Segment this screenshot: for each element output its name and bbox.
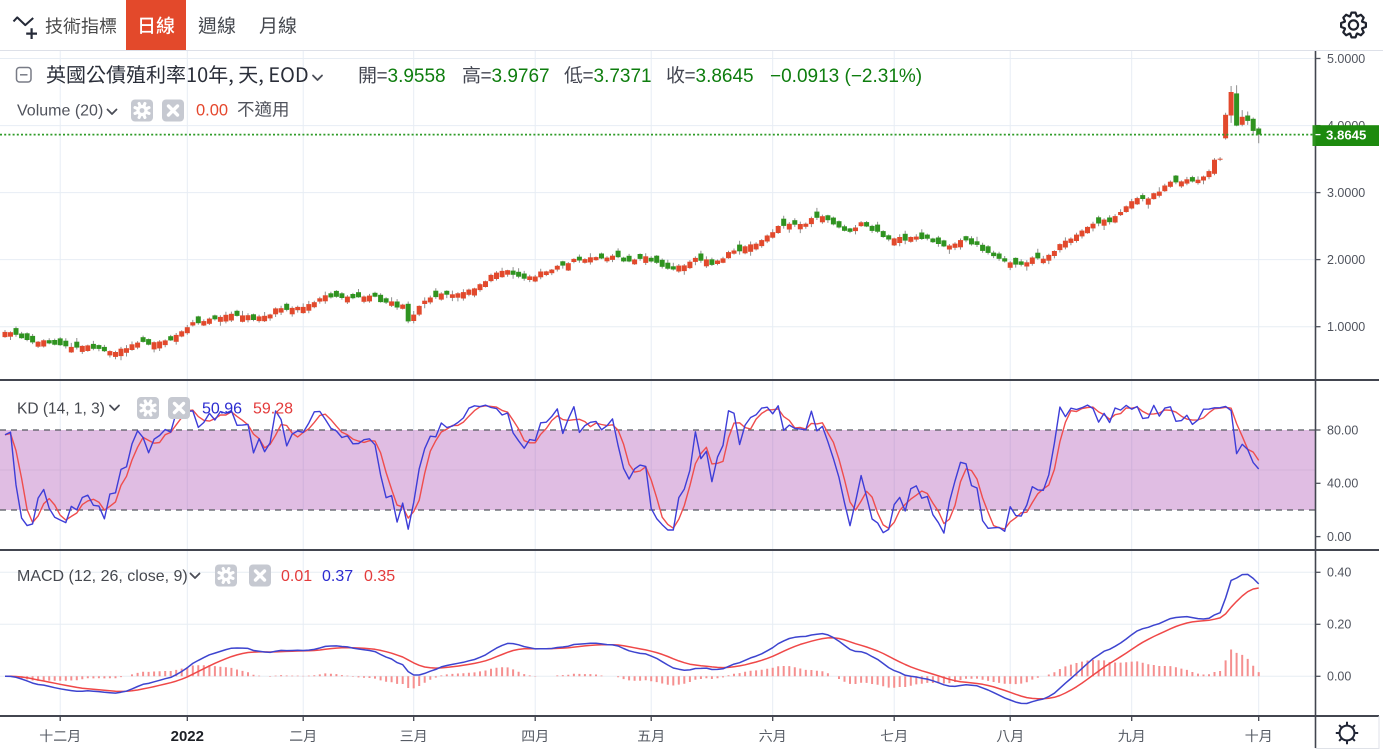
svg-text:0.01: 0.01 bbox=[281, 568, 312, 585]
svg-text:3.8645: 3.8645 bbox=[1326, 128, 1366, 143]
svg-text:KD (14, 1, 3): KD (14, 1, 3) bbox=[17, 401, 105, 418]
svg-text:−0.0913 (−2.31%): −0.0913 (−2.31%) bbox=[770, 66, 922, 87]
svg-text:5.0000: 5.0000 bbox=[1327, 52, 1365, 66]
svg-text:Volume (20): Volume (20) bbox=[17, 103, 103, 120]
svg-text:80.00: 80.00 bbox=[1327, 423, 1358, 437]
svg-text:59.28: 59.28 bbox=[253, 401, 293, 418]
svg-text:40.00: 40.00 bbox=[1327, 477, 1358, 491]
svg-text:0.00: 0.00 bbox=[196, 102, 228, 120]
svg-text:=: = bbox=[377, 66, 388, 87]
svg-text:3.8645: 3.8645 bbox=[696, 66, 754, 87]
svg-text:=: = bbox=[685, 66, 696, 87]
svg-text:0.00: 0.00 bbox=[1327, 530, 1351, 544]
svg-text:50.96: 50.96 bbox=[202, 401, 242, 418]
svg-text:=: = bbox=[481, 66, 492, 87]
svg-text:0.40: 0.40 bbox=[1327, 566, 1351, 580]
svg-text:3.0000: 3.0000 bbox=[1327, 186, 1365, 200]
svg-text:0.37: 0.37 bbox=[322, 568, 353, 585]
svg-text:3.9767: 3.9767 bbox=[492, 66, 550, 87]
svg-text:3.9558: 3.9558 bbox=[388, 66, 446, 87]
svg-text:3.7371: 3.7371 bbox=[594, 66, 652, 87]
svg-text:=: = bbox=[583, 66, 594, 87]
svg-text:1.0000: 1.0000 bbox=[1327, 320, 1365, 334]
svg-text:MACD (12, 26, close, 9): MACD (12, 26, close, 9) bbox=[17, 568, 188, 585]
svg-text:0.20: 0.20 bbox=[1327, 618, 1351, 632]
svg-text:2022: 2022 bbox=[171, 728, 204, 745]
svg-text:0.00: 0.00 bbox=[1327, 670, 1351, 684]
svg-text:2.0000: 2.0000 bbox=[1327, 253, 1365, 267]
svg-text:0.35: 0.35 bbox=[364, 568, 395, 585]
